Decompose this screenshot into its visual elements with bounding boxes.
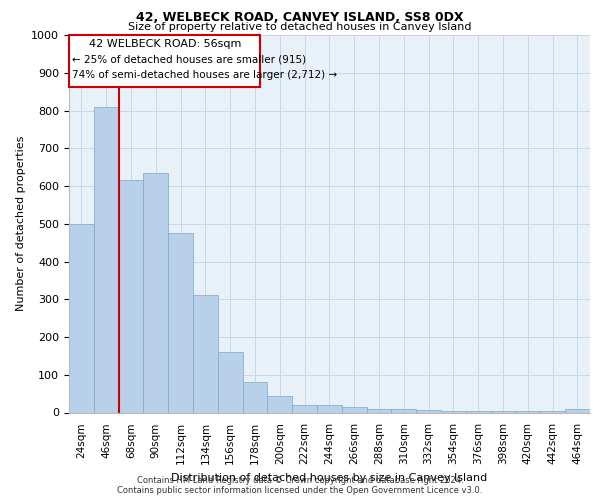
Bar xyxy=(70,35,260,87)
Bar xyxy=(391,410,416,412)
Bar xyxy=(292,405,317,412)
Bar xyxy=(193,296,218,412)
Text: 74% of semi-detached houses are larger (2,712) →: 74% of semi-detached houses are larger (… xyxy=(72,70,337,80)
Bar xyxy=(565,408,590,412)
Text: ← 25% of detached houses are smaller (915): ← 25% of detached houses are smaller (91… xyxy=(72,54,306,64)
Bar xyxy=(218,352,242,412)
Bar xyxy=(466,411,491,412)
Text: Contains HM Land Registry data © Crown copyright and database right 2024.
Contai: Contains HM Land Registry data © Crown c… xyxy=(118,476,482,495)
Bar xyxy=(94,106,119,412)
Bar xyxy=(168,233,193,412)
Bar xyxy=(69,224,94,412)
Bar xyxy=(242,382,268,412)
Bar xyxy=(317,405,342,412)
Bar xyxy=(342,407,367,412)
Text: 42 WELBECK ROAD: 56sqm: 42 WELBECK ROAD: 56sqm xyxy=(89,40,241,50)
X-axis label: Distribution of detached houses by size in Canvey Island: Distribution of detached houses by size … xyxy=(171,472,488,482)
Bar xyxy=(119,180,143,412)
Bar xyxy=(441,410,466,412)
Bar xyxy=(268,396,292,412)
Bar xyxy=(143,173,168,412)
Bar xyxy=(416,410,441,412)
Text: Size of property relative to detached houses in Canvey Island: Size of property relative to detached ho… xyxy=(128,22,472,32)
Text: 42, WELBECK ROAD, CANVEY ISLAND, SS8 0DX: 42, WELBECK ROAD, CANVEY ISLAND, SS8 0DX xyxy=(136,11,464,24)
Bar xyxy=(367,408,391,412)
Y-axis label: Number of detached properties: Number of detached properties xyxy=(16,136,26,312)
